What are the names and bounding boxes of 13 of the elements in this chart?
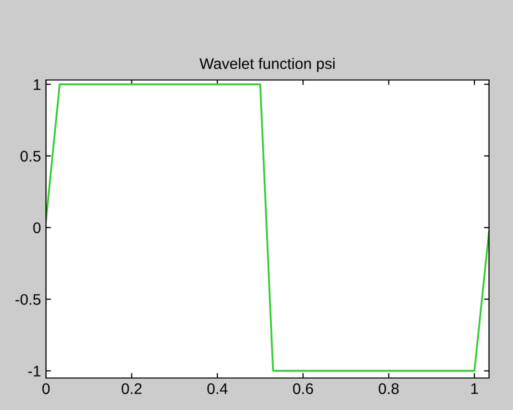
y-tick-label: -0.5 — [15, 294, 40, 305]
y-tick-label: -1 — [28, 366, 40, 376]
chart-title: Wavelet function psi — [200, 58, 335, 72]
x-tick-label: 0.6 — [293, 383, 314, 394]
y-tick-label: 0.5 — [20, 150, 40, 162]
x-tick-label: 0.2 — [122, 383, 142, 394]
x-tick-label: 0.4 — [207, 383, 228, 394]
x-tick-label: 1 — [471, 383, 478, 394]
x-tick-label: 0 — [42, 383, 50, 394]
x-tick-label: 0.8 — [378, 383, 399, 394]
y-tick-label: 0 — [33, 222, 41, 234]
line-series — [46, 83, 489, 372]
y-tick-label: 1 — [34, 79, 40, 90]
